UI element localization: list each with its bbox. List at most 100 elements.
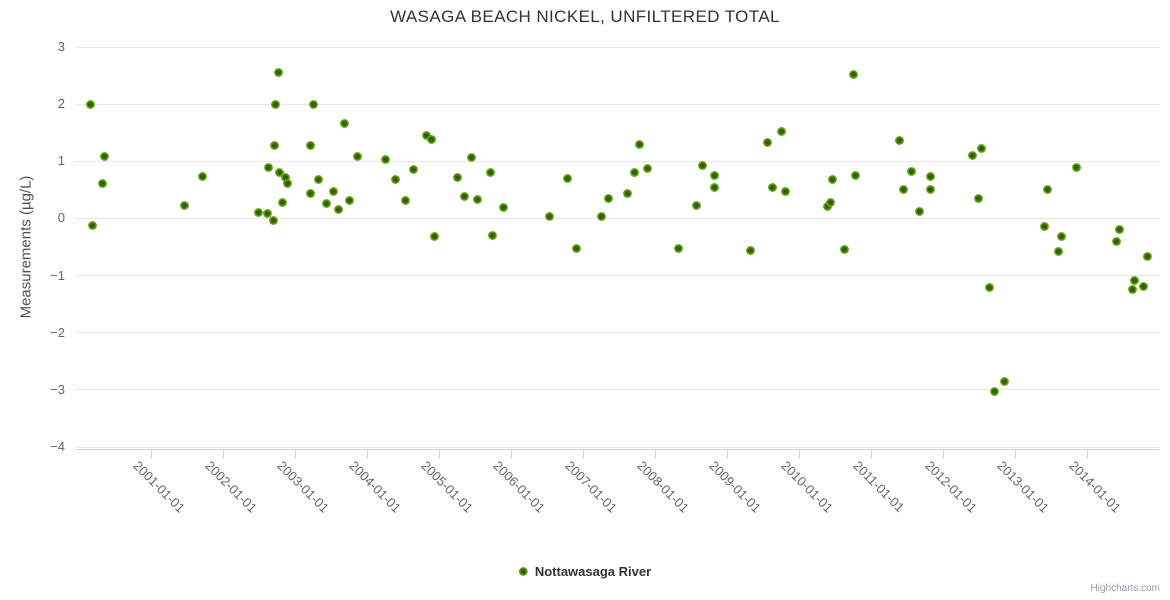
data-point[interactable]: [1071, 163, 1081, 173]
legend-item[interactable]: Nottawasaga River: [518, 564, 651, 579]
data-point[interactable]: [381, 155, 391, 165]
data-point[interactable]: [486, 168, 496, 178]
x-axis-tick: [367, 449, 368, 459]
data-point[interactable]: [898, 185, 908, 195]
data-point[interactable]: [430, 232, 440, 242]
data-point[interactable]: [180, 200, 190, 210]
data-point[interactable]: [278, 197, 288, 207]
data-point[interactable]: [453, 172, 463, 182]
data-point[interactable]: [906, 167, 916, 177]
data-point[interactable]: [271, 99, 281, 109]
data-point[interactable]: [390, 175, 400, 185]
data-point[interactable]: [1114, 224, 1124, 234]
data-point[interactable]: [263, 163, 273, 173]
data-point[interactable]: [851, 170, 861, 180]
data-point[interactable]: [698, 160, 708, 170]
data-point[interactable]: [597, 211, 607, 221]
data-point[interactable]: [487, 230, 497, 240]
data-point[interactable]: [1112, 236, 1122, 246]
data-point[interactable]: [780, 186, 790, 196]
data-point[interactable]: [283, 179, 293, 189]
data-point[interactable]: [100, 152, 110, 162]
x-axis-label: 2001-01-01: [130, 458, 189, 516]
data-point[interactable]: [308, 99, 318, 109]
data-point[interactable]: [344, 196, 354, 206]
data-point[interactable]: [268, 216, 278, 226]
data-point[interactable]: [1054, 246, 1064, 256]
data-point[interactable]: [968, 151, 978, 161]
data-point[interactable]: [473, 194, 483, 204]
data-point[interactable]: [999, 376, 1009, 386]
data-point[interactable]: [270, 140, 280, 150]
x-axis-tick: [223, 449, 224, 459]
data-point[interactable]: [826, 197, 836, 207]
data-point[interactable]: [273, 68, 283, 78]
data-point[interactable]: [1139, 281, 1149, 291]
data-point[interactable]: [1127, 285, 1137, 295]
data-point[interactable]: [762, 137, 772, 147]
data-point[interactable]: [849, 69, 859, 79]
data-point[interactable]: [353, 152, 363, 162]
data-point[interactable]: [408, 165, 418, 175]
data-point[interactable]: [1130, 275, 1140, 285]
data-point[interactable]: [333, 205, 343, 215]
data-point[interactable]: [691, 200, 701, 210]
data-point[interactable]: [88, 221, 98, 231]
x-axis-tick: [655, 449, 656, 459]
data-point[interactable]: [709, 182, 719, 192]
data-point[interactable]: [426, 135, 436, 145]
data-point[interactable]: [894, 135, 904, 145]
data-point[interactable]: [322, 199, 332, 209]
data-point[interactable]: [563, 173, 573, 183]
data-point[interactable]: [776, 126, 786, 136]
data-point[interactable]: [328, 186, 338, 196]
data-point[interactable]: [984, 282, 994, 292]
highcharts-credits-link[interactable]: Highcharts.com: [1090, 583, 1160, 594]
x-axis-label: 2002-01-01: [202, 458, 261, 516]
data-point[interactable]: [767, 182, 777, 192]
data-point[interactable]: [1056, 231, 1066, 241]
data-point[interactable]: [544, 212, 554, 222]
data-point[interactable]: [1040, 221, 1050, 231]
data-point[interactable]: [623, 188, 633, 198]
data-point[interactable]: [990, 387, 1000, 397]
x-axis-tick: [727, 449, 728, 459]
data-point[interactable]: [498, 203, 508, 213]
data-point[interactable]: [86, 99, 96, 109]
data-point[interactable]: [306, 140, 316, 150]
data-point[interactable]: [340, 119, 350, 129]
data-point[interactable]: [466, 152, 476, 162]
y-gridline: [75, 46, 1160, 48]
data-point[interactable]: [313, 175, 323, 185]
data-point[interactable]: [914, 206, 924, 216]
data-point[interactable]: [973, 193, 983, 203]
data-point[interactable]: [281, 173, 291, 183]
data-point[interactable]: [926, 172, 936, 182]
data-point[interactable]: [828, 174, 838, 184]
data-point[interactable]: [274, 168, 284, 178]
data-point[interactable]: [198, 172, 208, 182]
data-point[interactable]: [643, 163, 653, 173]
data-point[interactable]: [673, 244, 683, 254]
data-point[interactable]: [710, 171, 720, 181]
data-point[interactable]: [572, 244, 582, 254]
data-point[interactable]: [977, 143, 987, 153]
data-point[interactable]: [1042, 184, 1052, 194]
data-point[interactable]: [745, 245, 755, 255]
data-point[interactable]: [630, 167, 640, 177]
data-point[interactable]: [97, 178, 107, 188]
data-point[interactable]: [263, 209, 273, 219]
data-point[interactable]: [401, 195, 411, 205]
data-point[interactable]: [925, 185, 935, 195]
y-gridline: [75, 332, 1160, 334]
data-point[interactable]: [306, 188, 316, 198]
data-point[interactable]: [839, 245, 849, 255]
data-point[interactable]: [1142, 251, 1152, 261]
data-point[interactable]: [253, 207, 263, 217]
data-point[interactable]: [460, 191, 470, 201]
data-point[interactable]: [422, 130, 432, 140]
data-point[interactable]: [634, 139, 644, 149]
y-axis-label: 0: [57, 210, 65, 226]
data-point[interactable]: [604, 193, 614, 203]
